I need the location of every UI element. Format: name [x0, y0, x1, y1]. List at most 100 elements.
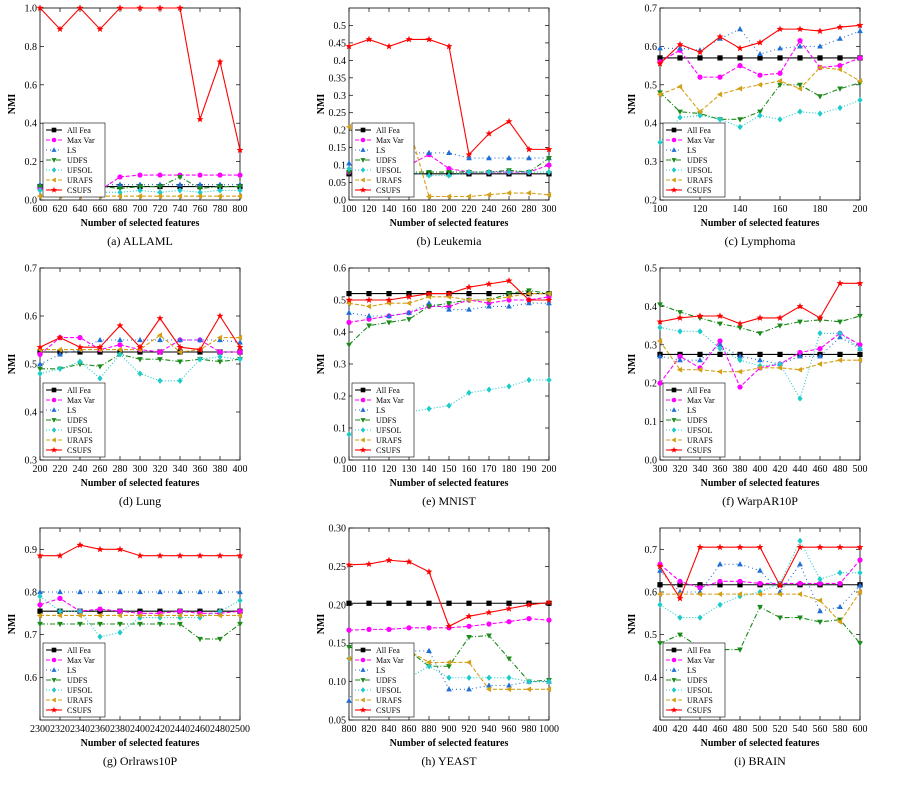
legend-label: UDFS [67, 416, 87, 425]
data-point [197, 336, 203, 343]
data-point [466, 306, 472, 312]
legend-marker [51, 387, 57, 393]
data-point [797, 82, 803, 88]
data-point [856, 357, 863, 364]
data-point [545, 191, 552, 198]
data-point [117, 186, 123, 192]
data-point [486, 621, 492, 627]
legend-marker [360, 437, 365, 443]
data-point [737, 561, 743, 567]
data-point [216, 58, 224, 65]
data-point [116, 193, 123, 200]
data-point [156, 552, 164, 559]
data-point [157, 621, 163, 628]
series-line [659, 539, 860, 619]
legend-marker [360, 397, 366, 403]
legend-label: All Fea [687, 126, 711, 135]
data-point [217, 588, 223, 595]
legend-marker [671, 137, 677, 143]
data-point [716, 591, 723, 597]
data-point [97, 633, 103, 640]
x-tick-label: 2360 [90, 724, 110, 735]
x-tick-label: 180 [813, 204, 828, 215]
data-point [425, 659, 432, 666]
data-point [756, 38, 764, 46]
data-point [366, 323, 372, 329]
legend-label: CSUFS [67, 446, 91, 455]
y-tick-label: 0.35 [329, 73, 347, 84]
x-tick-label: 2480 [210, 724, 230, 735]
data-point [137, 370, 143, 377]
data-point [177, 181, 183, 187]
data-point [466, 686, 472, 692]
data-point [546, 617, 552, 623]
legend-marker [671, 657, 677, 663]
data-point [116, 346, 123, 353]
x-tick-label: 420 [773, 464, 788, 475]
data-point [737, 582, 743, 588]
y-tick-label: 0.45 [329, 38, 347, 49]
legend-label: URAFS [376, 696, 402, 705]
legend-label: URAFS [67, 176, 93, 185]
data-point [756, 364, 763, 371]
x-axis-label: Number of selected features [701, 478, 820, 489]
data-point [37, 588, 43, 595]
data-point [736, 368, 743, 375]
data-point [816, 361, 823, 367]
data-point [837, 580, 843, 587]
data-point [425, 193, 432, 200]
x-tick-label: 200 [853, 204, 868, 215]
data-point [716, 33, 724, 40]
data-point [677, 109, 683, 115]
x-tick-label: 400 [233, 464, 248, 475]
data-point [546, 300, 552, 306]
data-point [137, 336, 143, 343]
data-point [216, 312, 224, 319]
data-point [777, 82, 783, 88]
data-point [446, 306, 452, 312]
data-point [796, 366, 803, 373]
data-point [526, 288, 532, 294]
x-tick-label: 200 [33, 464, 48, 475]
data-point [837, 351, 843, 357]
x-tick-label: 500 [853, 464, 868, 475]
legend-label: LS [687, 406, 696, 415]
data-point [506, 619, 512, 625]
data-point [677, 614, 683, 621]
data-point [365, 303, 372, 310]
x-tick-label: 150 [442, 464, 457, 475]
x-tick-label: 260 [502, 204, 517, 215]
data-point [117, 621, 123, 628]
chart-panel: 0.0 0.1 0.2 0.3 0.4 0.5 0.6 100 110 120 130 140 150 1… [316, 264, 557, 509]
data-point [836, 66, 843, 73]
data-point [737, 117, 743, 123]
data-point [197, 356, 203, 363]
data-point [485, 280, 493, 287]
data-point [345, 296, 353, 303]
data-point [177, 588, 183, 595]
series-line [348, 293, 549, 307]
x-tick-label: 360 [713, 464, 728, 475]
data-point [57, 621, 63, 628]
chart-panel: 0.4 0.5 0.6 0.7 400 420 440 460 480 500 520 540 560 5… [627, 527, 868, 768]
panel-caption: (g) Orlraws10P [103, 754, 178, 768]
data-point [817, 608, 823, 614]
x-tick-label: 280 [522, 204, 537, 215]
x-tick-label: 2300 [30, 724, 50, 735]
data-point [777, 615, 783, 621]
data-point [545, 296, 553, 303]
data-point [465, 283, 473, 291]
data-point [717, 321, 723, 327]
data-point [656, 318, 664, 325]
legend-marker [671, 437, 676, 443]
legend-label: Max Var [376, 396, 404, 405]
x-tick-label: 2400 [130, 724, 150, 735]
y-tick-label: 0.6 [334, 264, 347, 275]
data-point [136, 612, 143, 619]
legend-marker [360, 407, 366, 412]
y-tick-label: 0.6 [25, 312, 38, 323]
series-line [659, 336, 861, 365]
x-tick-label: 780 [213, 204, 228, 215]
data-point [506, 291, 512, 297]
data-point [757, 112, 763, 119]
